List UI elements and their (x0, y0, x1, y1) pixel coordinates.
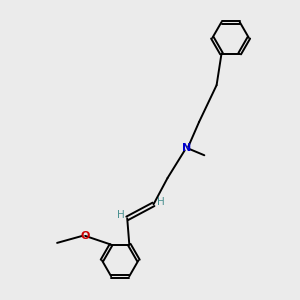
Text: N: N (182, 143, 191, 153)
Text: H: H (157, 196, 165, 206)
Text: O: O (80, 231, 90, 241)
Text: H: H (117, 210, 125, 220)
